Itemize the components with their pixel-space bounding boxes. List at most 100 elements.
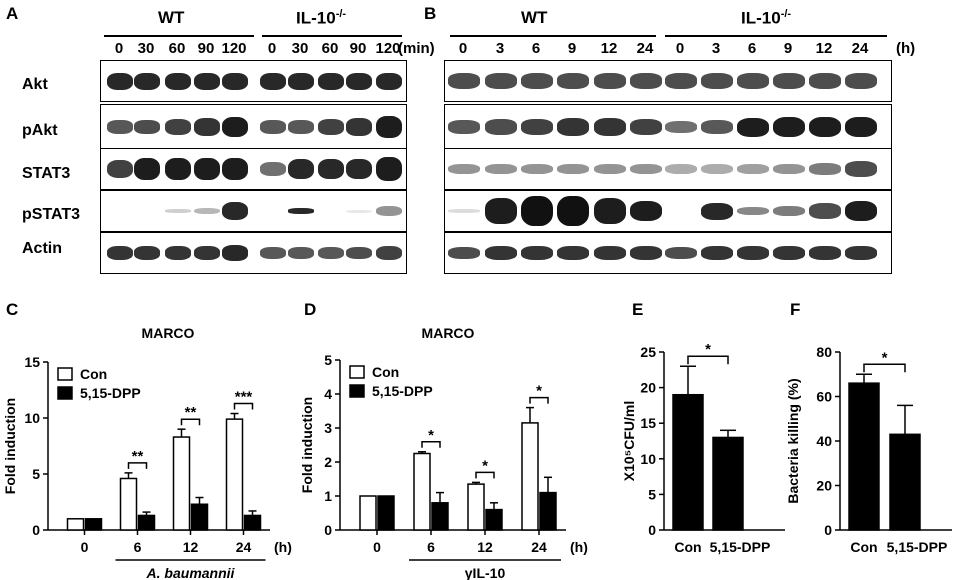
chart-title: MARCO (422, 325, 475, 341)
blot-band (521, 119, 553, 135)
blot-band (288, 72, 314, 90)
panel-b-timepoint: 9 (783, 40, 793, 57)
blot-band (260, 72, 286, 90)
blot-band (809, 116, 841, 138)
legend-swatch (57, 367, 73, 381)
y-tick-label: 1 (324, 488, 332, 504)
blot-band (594, 246, 626, 260)
x-tick-label: 6 (134, 539, 142, 555)
panel-a-timepoint: 0 (114, 40, 124, 57)
blot-band (318, 247, 344, 259)
blot-band (630, 119, 662, 135)
y-tick-label: 10 (24, 410, 40, 426)
panel-a-wt-underline (104, 35, 254, 37)
blot-band (107, 159, 133, 179)
panel-b-timepoint: 24 (636, 40, 654, 57)
chart-c-marco-abaumannii: MARCO 0 5 10 15 Fold induction 0 6 12 24 (h) A. bau… (2, 325, 292, 580)
panel-e-letter: E (632, 300, 644, 319)
y-tick-label: 0 (324, 522, 332, 538)
y-tick-label: 20 (816, 478, 832, 494)
panel-b-group-ko: IL-10-/- (741, 8, 792, 28)
y-tick-label: 0 (824, 522, 832, 538)
blot-band (594, 118, 626, 136)
blot-band (134, 157, 160, 181)
blot-band (448, 163, 480, 175)
blot-band (165, 246, 191, 260)
panel-a-group-ko: IL-10-/- (296, 8, 347, 28)
blot-band (845, 161, 877, 177)
blot-band (665, 121, 697, 133)
blot-band (809, 203, 841, 219)
blot-row-label: STAT3 (22, 165, 71, 182)
panel-b-letter: B (424, 4, 437, 23)
bar-dpp (485, 508, 503, 531)
blot-band (521, 73, 553, 89)
bar-con (359, 495, 377, 531)
panel-b-timepoint: 12 (815, 40, 833, 57)
blot-band (318, 119, 344, 135)
blot-band (288, 208, 314, 214)
panel-a-blot-row (100, 232, 407, 274)
blot-band (346, 72, 372, 90)
blot-band (194, 157, 220, 181)
significance-bracket (529, 396, 549, 404)
x-tick-label: 24 (531, 539, 547, 555)
blot-band (701, 246, 733, 260)
bar-con (521, 422, 539, 531)
blot-band (845, 116, 877, 138)
blot-band (376, 246, 402, 260)
chart-e-cfu: 0 5 10 15 20 25 X10⁵CFU/ml Con 5,15-DPP * (621, 341, 785, 555)
blot-band (165, 72, 191, 90)
y-tick-label: 60 (816, 389, 832, 405)
panel-a-timepoint: 120 (375, 40, 401, 57)
blot-band (521, 195, 553, 227)
blot-band (809, 246, 841, 260)
bar-dpp (431, 502, 449, 531)
blot-band (521, 163, 553, 175)
panel-b-group-wt: WT (521, 8, 548, 27)
y-axis-label: X10⁵CFU/ml (621, 401, 637, 482)
blot-band (346, 158, 372, 180)
significance-label: * (882, 349, 888, 366)
panel-b-timepoint: 6 (747, 40, 757, 57)
x-tick-label: 5,15-DPP (710, 539, 771, 555)
panel-a-ko-underline (262, 35, 402, 37)
panel-a-timepoint: 90 (197, 40, 215, 57)
panel-b-timepoint: 3 (711, 40, 721, 57)
significance-bracket (233, 402, 254, 410)
legend-label: 5,15-DPP (80, 385, 141, 401)
blot-band (701, 120, 733, 134)
panel-b-blot-row (444, 60, 892, 102)
blot-band (107, 72, 133, 90)
blot-band (665, 73, 697, 89)
bar (672, 393, 704, 531)
bar (848, 382, 880, 531)
blot-band (448, 120, 480, 134)
blot-band (376, 205, 402, 217)
panel-b-timepoint: 6 (531, 40, 541, 57)
panel-a-blot-row (100, 148, 407, 190)
blot-band (346, 247, 372, 259)
x-tick-label: 24 (236, 539, 252, 555)
blot-band (288, 158, 314, 180)
panel-b-blot-row (444, 190, 892, 232)
blot-band (630, 73, 662, 89)
blot-band (737, 73, 769, 89)
blot-row-label: pSTAT3 (22, 206, 81, 223)
significance-bracket (863, 363, 906, 373)
blot-band (165, 209, 191, 213)
significance-label: *** (235, 389, 253, 406)
blot-band (376, 115, 402, 139)
legend-label: 5,15-DPP (372, 383, 433, 399)
blot-band (845, 73, 877, 89)
x-unit: (h) (570, 539, 588, 555)
bar-con (467, 483, 485, 531)
blot-band (288, 120, 314, 134)
blot-band (222, 201, 248, 221)
y-tick-label: 25 (640, 344, 656, 360)
y-tick-label: 5 (324, 352, 332, 368)
blot-band (665, 247, 697, 259)
bar-con (413, 452, 431, 531)
panel-b-timepoint: 0 (675, 40, 685, 57)
